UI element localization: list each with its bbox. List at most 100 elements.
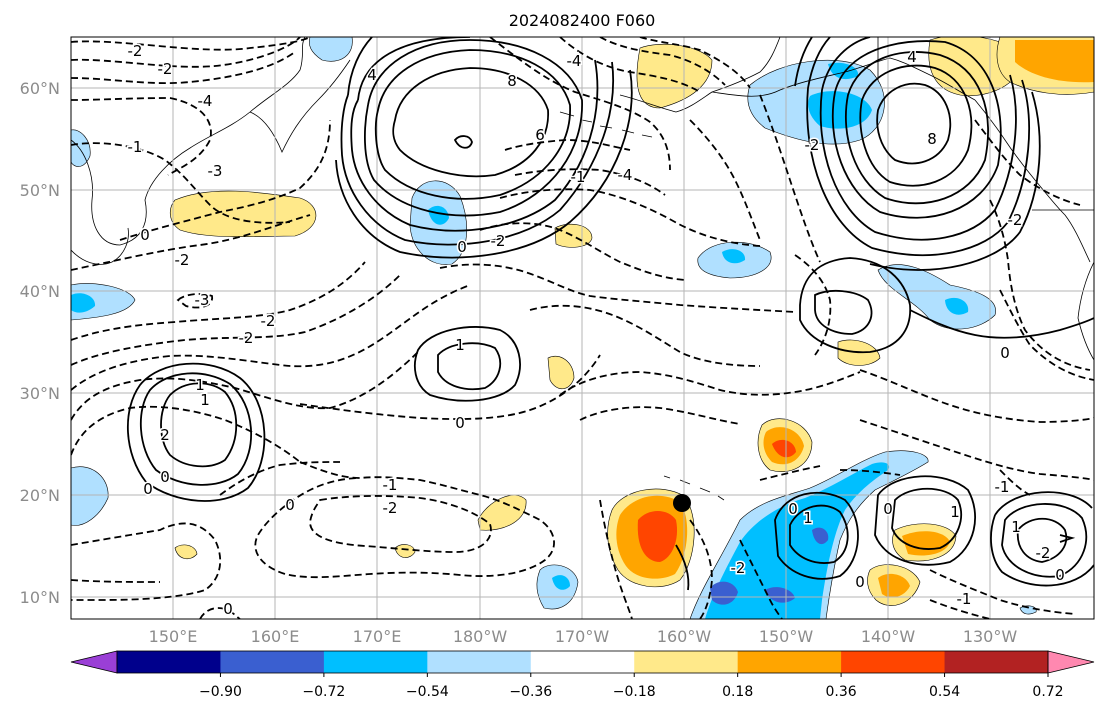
contour-label: 1 xyxy=(200,391,210,409)
lat-label-10n: 10°N xyxy=(20,588,60,607)
contour-neg-26 xyxy=(489,37,671,171)
colorbar-tick-label: −0.18 xyxy=(613,684,656,700)
shade-negative-20 xyxy=(765,587,795,603)
contour-label: -2 xyxy=(128,42,143,60)
contour-labels: -2 -2 -4 -1 -3 0 -2 -3 -2 -2 8 6 4 0 -4 … xyxy=(126,41,1066,620)
contour-pos-16 xyxy=(1059,534,1076,543)
shade-negative-18 xyxy=(705,462,890,619)
coastline-panhandle xyxy=(974,99,1091,263)
contours-positive xyxy=(126,37,1094,591)
contour-neg-25 xyxy=(579,406,741,425)
contour-pos-high1-4 xyxy=(364,39,583,217)
graticule xyxy=(71,37,1094,619)
shade-negative-22 xyxy=(1019,605,1037,615)
contour-label: -2 xyxy=(805,136,820,154)
lat-label-30n: 30°N xyxy=(20,384,60,403)
shade-negative-13 xyxy=(945,297,969,315)
colorbar-segment xyxy=(634,651,739,673)
latitude-labels: 60°N 50°N 40°N 30°N 20°N 10°N xyxy=(20,79,60,607)
longitude-labels: 150°E 160°E 170°E 180°W 170°W 160°W 150°… xyxy=(149,627,1018,646)
contour-label: 1 xyxy=(803,509,813,527)
contour-label: -2 xyxy=(239,329,254,347)
lon-label-180w: 180°W xyxy=(453,627,508,646)
lon-label-170w: 170°W xyxy=(555,627,610,646)
contour-pos-13 xyxy=(1016,517,1068,563)
contour-neg-14 xyxy=(254,461,555,579)
colorbar-tick-label: 0.18 xyxy=(722,684,753,700)
contour-neg-7 xyxy=(71,214,311,271)
contour-label: -2 xyxy=(1036,544,1051,562)
contour-neg-16 xyxy=(219,461,341,496)
contour-pos-high1-5 xyxy=(350,37,599,232)
contour-neg-30 xyxy=(504,139,631,151)
contour-neg-47 xyxy=(929,599,991,619)
coastline-northamerica xyxy=(1077,261,1094,361)
contour-label: -2 xyxy=(383,499,398,517)
contour-pos-9 xyxy=(789,504,849,564)
contour-neg-19 xyxy=(199,607,241,619)
shade-positive-10 xyxy=(394,544,416,558)
contour-pos-17 xyxy=(675,544,690,591)
shade-positive-1 xyxy=(170,190,317,238)
contour-label: 1 xyxy=(455,336,465,354)
contour-neg-37 xyxy=(989,199,1091,371)
contour-pos-6 xyxy=(814,289,873,335)
contour-neg-48 xyxy=(999,469,1031,496)
colorbar-extend-high xyxy=(1047,650,1095,674)
contour-neg-33 xyxy=(689,119,761,241)
contour-neg-31 xyxy=(514,168,666,196)
contour-pos-high2-5 xyxy=(819,37,1017,241)
shaded-field xyxy=(71,37,1094,619)
colorbar-segment xyxy=(427,651,532,673)
contour-neg-42 xyxy=(759,465,821,481)
contour-pos-3 xyxy=(160,382,238,468)
colorbar: −0.90 −0.72 −0.54 −0.36 −0.18 0.18 0.36 0.54 0.7… xyxy=(70,650,1095,700)
contour-neg-35 xyxy=(794,254,832,356)
contour-label: -4 xyxy=(567,52,582,70)
contour-label: 0 xyxy=(160,468,170,486)
contour-label: 0 xyxy=(788,500,798,518)
contour-pos-8 xyxy=(909,309,1094,339)
colorbar-tick-label: 0.72 xyxy=(1032,684,1063,700)
lat-label-50n: 50°N xyxy=(20,181,60,200)
contour-label: 0 xyxy=(143,480,153,498)
colorbar-segment xyxy=(323,651,428,673)
contour-label: 1 xyxy=(950,503,960,521)
shade-negative-14 xyxy=(71,466,109,526)
contour-label: -3 xyxy=(195,291,210,309)
colorbar-tick-label: −0.90 xyxy=(199,684,242,700)
contour-label: 0 xyxy=(855,573,865,591)
contour-label: 0 xyxy=(1055,566,1065,584)
contour-label: -2 xyxy=(261,312,276,330)
contour-label: -1 xyxy=(128,138,143,156)
lon-label-140w: 140°W xyxy=(861,627,916,646)
contour-neg-9 xyxy=(71,261,366,341)
colorbar-segment xyxy=(117,651,221,673)
contour-label: -1 xyxy=(995,478,1010,496)
contour-neg-32 xyxy=(499,188,761,247)
contour-label: 0 xyxy=(285,496,295,514)
shade-positive-14 xyxy=(772,439,796,458)
shade-positive-2 xyxy=(554,223,593,248)
map-area: -2 -2 -4 -1 -3 0 -2 -3 -2 -2 8 6 4 0 -4 … xyxy=(71,37,1094,620)
contour-label: 1 xyxy=(1011,518,1021,536)
contour-neg-10 xyxy=(71,274,401,366)
contour-label: -2 xyxy=(731,559,746,577)
coastline-alaska-south xyxy=(711,57,976,101)
contour-label: -2 xyxy=(1008,211,1023,229)
lat-label-60n: 60°N xyxy=(20,79,60,98)
lat-label-20n: 20°N xyxy=(20,486,60,505)
contour-neg-3 xyxy=(71,51,296,85)
contour-neg-28 xyxy=(599,37,726,86)
contour-label: 2 xyxy=(160,426,170,444)
contour-neg-17 xyxy=(71,522,222,601)
lon-label-130w: 130°W xyxy=(963,627,1018,646)
contour-neg-40 xyxy=(859,419,1094,481)
coastline-hawaii xyxy=(663,475,725,501)
contour-neg-21 xyxy=(479,222,686,281)
contour-label: 4 xyxy=(367,66,377,84)
contour-label: 0 xyxy=(140,226,150,244)
shade-negative-8 xyxy=(808,91,872,129)
contour-label: 0 xyxy=(1000,344,1010,362)
contour-pos-high1-6 xyxy=(340,37,614,246)
